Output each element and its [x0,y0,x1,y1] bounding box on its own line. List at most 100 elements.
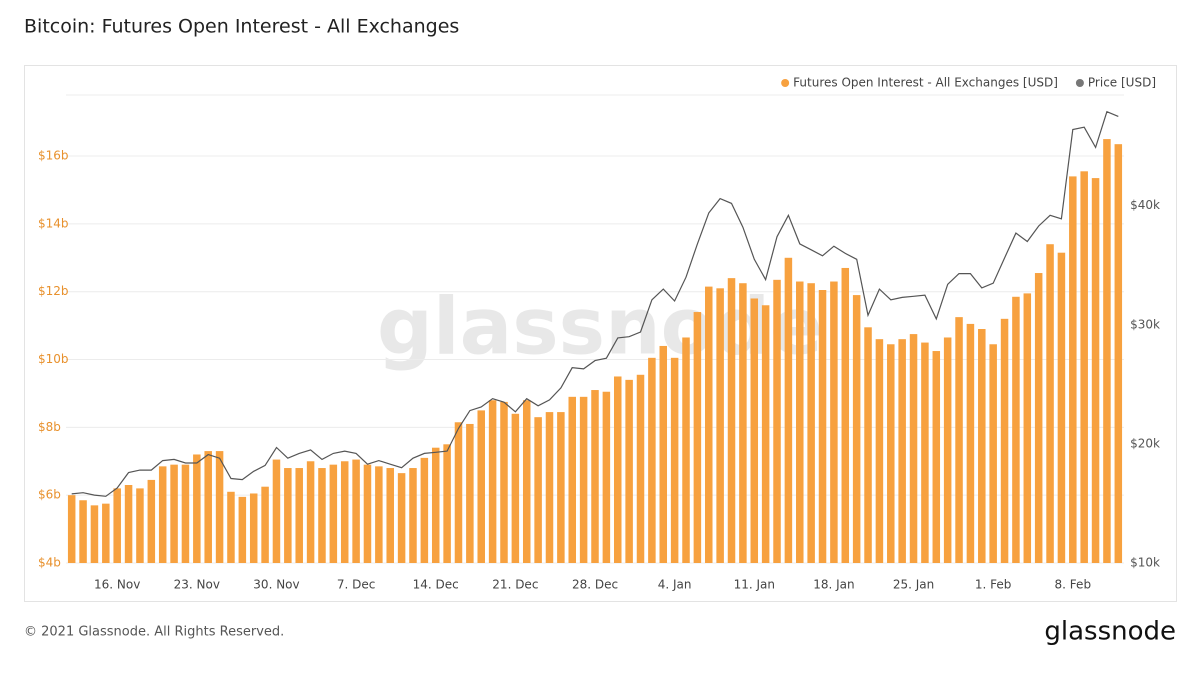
x-tick-label: 16. Nov [94,578,140,592]
bar [1034,273,1043,563]
bar [807,283,815,563]
bar [318,468,326,563]
y2-tick-label: $40k [1130,198,1160,212]
bar [727,278,736,563]
bar [193,454,201,563]
bar [340,461,349,563]
y-tick-label: $10b [38,352,69,366]
bar [739,283,747,563]
bar [841,267,850,563]
bar [613,376,622,563]
bar [591,390,599,563]
bar [648,357,656,563]
plot [66,94,1124,564]
bar [454,422,463,563]
bar [1000,318,1009,563]
legend-swatch [1075,79,1084,87]
bar [261,486,269,563]
y-tick-label: $12b [38,284,69,298]
x-tick-label: 25. Jan [893,578,934,592]
x-tick-label: 21. Dec [492,578,538,592]
footer: © 2021 Glassnode. All Rights Reserved. [24,625,284,640]
bar [796,281,804,563]
bar [864,327,872,563]
x-tick-label: 8. Feb [1055,578,1092,592]
x-tick-label: 4. Jan [658,578,692,592]
x-tick-label: 28. Dec [572,578,618,592]
bar [670,357,679,563]
bar [545,412,554,563]
bar [875,339,884,563]
bar [966,323,975,563]
bar [761,305,770,563]
legend-swatch [781,79,790,87]
bar [500,401,508,563]
bar [1103,139,1111,563]
bar [1012,296,1020,563]
bar [852,295,861,563]
legend-label: Price [USD] [1088,76,1156,90]
bar [511,413,520,563]
x-tick-label: 30. Nov [253,578,299,592]
chart-title: Bitcoin: Futures Open Interest - All Exc… [24,16,459,38]
bar [1023,293,1032,563]
bar [579,396,588,563]
bar [215,451,224,563]
bar [921,342,929,563]
bar [170,464,178,563]
bar [466,423,474,563]
bar [716,288,724,563]
bar [420,457,429,563]
y2-tick-label: $30k [1130,317,1160,331]
bar [557,412,565,563]
bar [386,468,394,563]
bar [955,317,963,563]
bar [272,459,281,563]
y-tick-label: $16b [38,149,69,163]
bar [113,488,121,563]
bar [522,400,531,563]
bar [158,466,167,563]
bar [909,334,918,563]
chart-frame [24,65,1177,602]
y-tick-label: $4b [38,556,61,570]
x-tick-label: 18. Jan [813,578,854,592]
bar [181,464,190,563]
bar [124,485,133,563]
bar [227,491,235,563]
legend-label: Futures Open Interest - All Exchanges [U… [793,76,1058,90]
bar [1091,178,1100,563]
bar [1057,252,1066,563]
bar [830,281,838,563]
bar [306,461,315,563]
bar [989,344,997,563]
bar [329,464,338,563]
bar [238,496,247,563]
bar [932,351,941,563]
bar [431,447,440,563]
logo: glassnode [1044,617,1176,647]
bar [636,374,645,563]
bar [568,396,577,563]
bar [284,468,292,563]
bar [887,344,895,563]
price-line [71,110,1119,497]
bar [978,329,986,563]
bar [363,464,372,563]
bar [705,286,713,563]
bar [818,290,827,563]
bar [1046,244,1054,563]
bar [136,488,144,563]
bar [659,345,668,563]
bar [397,473,406,563]
bar [682,337,690,563]
watermark: glassnode [377,282,823,372]
bar [784,257,793,563]
x-tick-label: 14. Dec [413,578,459,592]
bar [79,500,87,563]
bar [67,495,76,563]
bar [352,459,360,563]
bar [295,468,303,563]
